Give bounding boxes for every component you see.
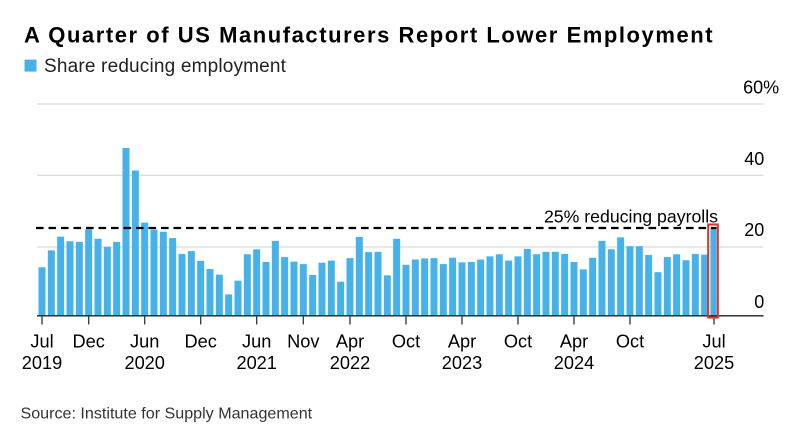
- svg-text:Jun: Jun: [242, 332, 271, 352]
- svg-text:2022: 2022: [330, 353, 370, 373]
- svg-text:2021: 2021: [236, 353, 276, 373]
- svg-text:Source: Institute for Supply M: Source: Institute for Supply Management: [21, 405, 313, 423]
- svg-text:0: 0: [754, 292, 764, 312]
- svg-text:Jul: Jul: [30, 332, 53, 352]
- svg-text:Oct: Oct: [616, 332, 644, 352]
- svg-text:Apr: Apr: [560, 332, 588, 352]
- svg-text:Apr: Apr: [448, 332, 476, 352]
- svg-text:2025: 2025: [694, 353, 734, 373]
- svg-text:A Quarter of US Manufacturers: A Quarter of US Manufacturers Report Low…: [24, 23, 714, 48]
- svg-text:Share reducing employment: Share reducing employment: [44, 56, 287, 77]
- svg-text:40: 40: [744, 149, 764, 169]
- svg-text:25% reducing payrolls: 25% reducing payrolls: [544, 207, 718, 227]
- svg-text:2024: 2024: [554, 353, 594, 373]
- svg-text:Jun: Jun: [130, 332, 159, 352]
- svg-text:Nov: Nov: [287, 332, 320, 352]
- svg-text:Dec: Dec: [73, 332, 105, 352]
- svg-text:2020: 2020: [124, 353, 164, 373]
- svg-text:Apr: Apr: [336, 332, 364, 352]
- svg-text:20: 20: [744, 220, 764, 240]
- svg-text:Jul: Jul: [702, 332, 725, 352]
- svg-text:Oct: Oct: [392, 332, 420, 352]
- svg-text:2019: 2019: [22, 353, 62, 373]
- svg-text:2023: 2023: [442, 353, 482, 373]
- svg-text:Oct: Oct: [504, 332, 532, 352]
- svg-text:Dec: Dec: [185, 332, 217, 352]
- svg-text:60%: 60%: [743, 78, 779, 98]
